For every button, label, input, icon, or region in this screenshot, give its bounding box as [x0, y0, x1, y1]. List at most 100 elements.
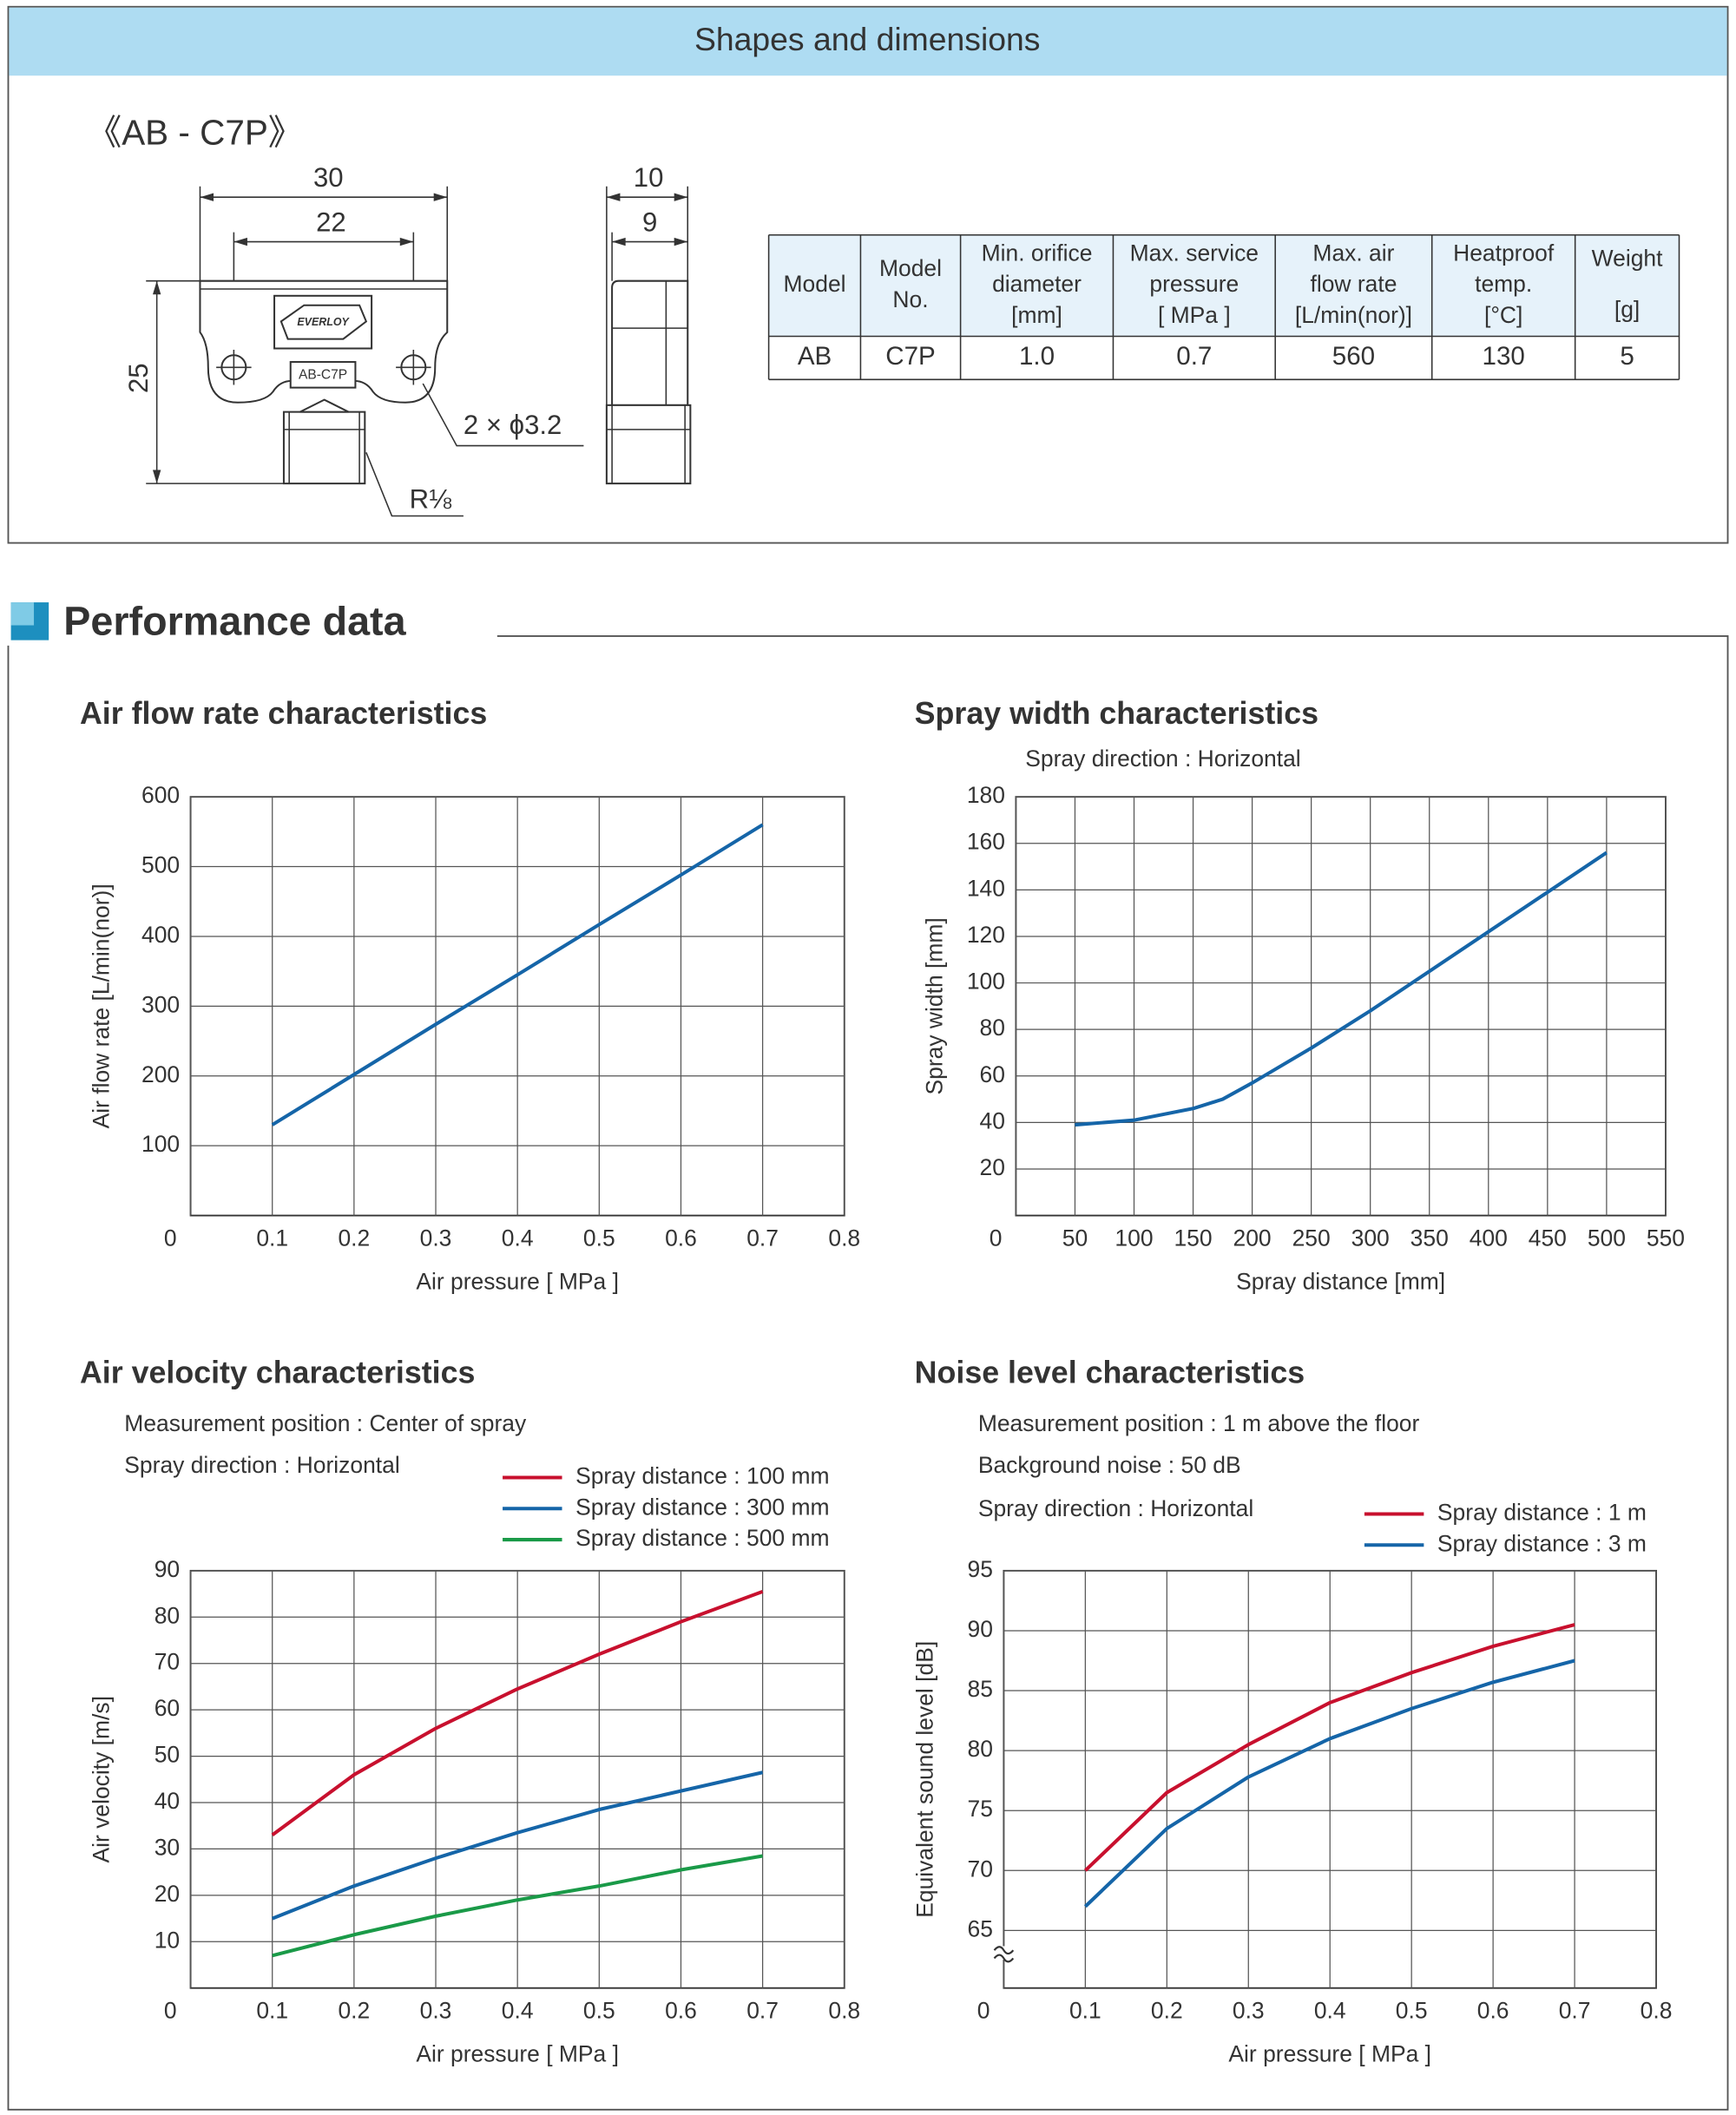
data-line	[271, 1589, 764, 1837]
section-icon	[10, 602, 35, 626]
y-axis-label: Air velocity [m/s]	[88, 1696, 114, 1862]
logo: EVERLOY	[297, 316, 350, 328]
x-tick-label: 0	[164, 1998, 177, 2024]
y-tick-label: 65	[968, 1915, 993, 1941]
table-header: Max. air	[1312, 240, 1394, 266]
front-view	[146, 186, 584, 517]
x-tick-label: 0.1	[256, 1225, 288, 1251]
table-header: [°C]	[1484, 302, 1522, 328]
chart-title: Spray width characteristics	[915, 696, 1318, 731]
table-header: pressure	[1149, 271, 1239, 297]
x-tick-label: 350	[1410, 1225, 1449, 1251]
y-tick-label: 160	[967, 829, 1005, 855]
x-tick-label: 0.2	[338, 1225, 370, 1251]
y-tick-label: 200	[141, 1061, 180, 1087]
table-header: Max. service	[1130, 240, 1259, 266]
model-title: 《AB - C7P》	[87, 112, 304, 152]
y-tick-label: 180	[967, 782, 1005, 808]
table-cell: C7P	[885, 342, 935, 371]
chart-note: Measurement position : Center of spray	[124, 1410, 527, 1436]
chart-note: Spray direction : Horizontal	[1025, 746, 1300, 772]
x-tick-label: 0.5	[583, 1225, 615, 1251]
data-line	[1075, 851, 1608, 1127]
y-tick-label: 10	[155, 1927, 180, 1953]
table-header: Model	[879, 255, 942, 281]
table-header: Heatproof	[1453, 240, 1555, 266]
y-tick-label: 50	[155, 1742, 180, 1768]
table-header: diameter	[992, 271, 1082, 297]
section-title: Performance data	[63, 598, 406, 643]
header-band	[9, 7, 1727, 76]
x-tick-label: 0.7	[746, 1225, 779, 1251]
table-header: temp.	[1475, 271, 1532, 297]
y-axis-label: Air flow rate [L/min(nor)]	[88, 883, 114, 1128]
x-tick-label: 0	[977, 1998, 990, 2024]
legend-label: Spray distance : 500 mm	[575, 1525, 829, 1551]
data-line	[1083, 1659, 1575, 1908]
x-tick-label: 0.5	[1396, 1998, 1428, 2024]
y-tick-label: 20	[155, 1881, 180, 1907]
x-tick-label: 0.1	[256, 1998, 288, 2024]
chart-note: Spray direction : Horizontal	[124, 1452, 399, 1478]
table-header: Weight	[1592, 246, 1663, 272]
y-tick-label: 80	[968, 1736, 993, 1762]
x-tick-label: 0.8	[1641, 1998, 1673, 2024]
y-tick-label: 40	[155, 1788, 180, 1814]
table-header: Min. orifice	[982, 240, 1093, 266]
x-tick-label: 0.6	[665, 1225, 697, 1251]
dim-label: 30	[313, 162, 344, 193]
y-tick-label: 500	[141, 852, 180, 878]
x-axis-label: Air pressure [ MPa ]	[416, 1268, 619, 1294]
thread-label: R⅛	[410, 484, 452, 515]
table-header: No.	[892, 286, 928, 312]
chart-note: Background noise : 50 dB	[978, 1452, 1241, 1478]
y-tick-label: 140	[967, 875, 1005, 901]
dim-label: 10	[634, 162, 664, 193]
x-tick-label: 0	[990, 1225, 1003, 1251]
table-header: [L/min(nor)]	[1295, 302, 1412, 328]
y-tick-label: 75	[968, 1796, 993, 1822]
x-tick-label: 200	[1233, 1225, 1272, 1251]
y-tick-label: 60	[155, 1695, 180, 1721]
x-tick-label: 250	[1292, 1225, 1331, 1251]
table-header: Model	[784, 271, 846, 297]
x-tick-label: 0.7	[1559, 1998, 1591, 2024]
x-tick-label: 0.6	[1477, 1998, 1509, 2024]
legend-label: Spray distance : 100 mm	[575, 1462, 829, 1488]
table-header-bg	[768, 234, 1680, 337]
table-header: [mm]	[1011, 302, 1062, 328]
x-tick-label: 300	[1351, 1225, 1390, 1251]
plot-area	[1015, 796, 1667, 1217]
x-tick-label: 0.7	[746, 1998, 779, 2024]
x-tick-label: 0.3	[420, 1998, 452, 2024]
chart-title: Air velocity characteristics	[80, 1356, 475, 1390]
side-view	[605, 186, 692, 485]
y-axis-label: Spray width [mm]	[922, 917, 948, 1094]
table-cell: 0.7	[1176, 342, 1212, 371]
x-tick-label: 0.6	[665, 1998, 697, 2024]
x-tick-label: 0.2	[1151, 1998, 1183, 2024]
x-tick-label: 550	[1647, 1225, 1685, 1251]
y-tick-label: 400	[141, 922, 180, 948]
chart-title: Air flow rate characteristics	[80, 696, 487, 731]
table-header: [ MPa ]	[1158, 302, 1231, 328]
y-tick-label: 120	[967, 922, 1005, 948]
header-title: Shapes and dimensions	[694, 21, 1040, 57]
y-tick-label: 100	[967, 969, 1005, 995]
table-cell: 130	[1483, 342, 1525, 371]
y-tick-label: 300	[141, 991, 180, 1017]
dim-label: 25	[123, 363, 154, 393]
y-tick-label: 90	[968, 1616, 993, 1642]
chart-title: Noise level characteristics	[915, 1356, 1305, 1390]
legend-label: Spray distance : 3 m	[1437, 1530, 1647, 1556]
table-cell: AB	[798, 342, 832, 371]
y-tick-label: 70	[968, 1856, 993, 1882]
y-tick-label: 90	[155, 1556, 180, 1582]
x-tick-label: 400	[1470, 1225, 1508, 1251]
chart-note: Spray direction : Horizontal	[978, 1495, 1253, 1521]
x-tick-label: 450	[1529, 1225, 1567, 1251]
table-cell: 5	[1620, 342, 1634, 371]
x-tick-label: 50	[1062, 1225, 1088, 1251]
